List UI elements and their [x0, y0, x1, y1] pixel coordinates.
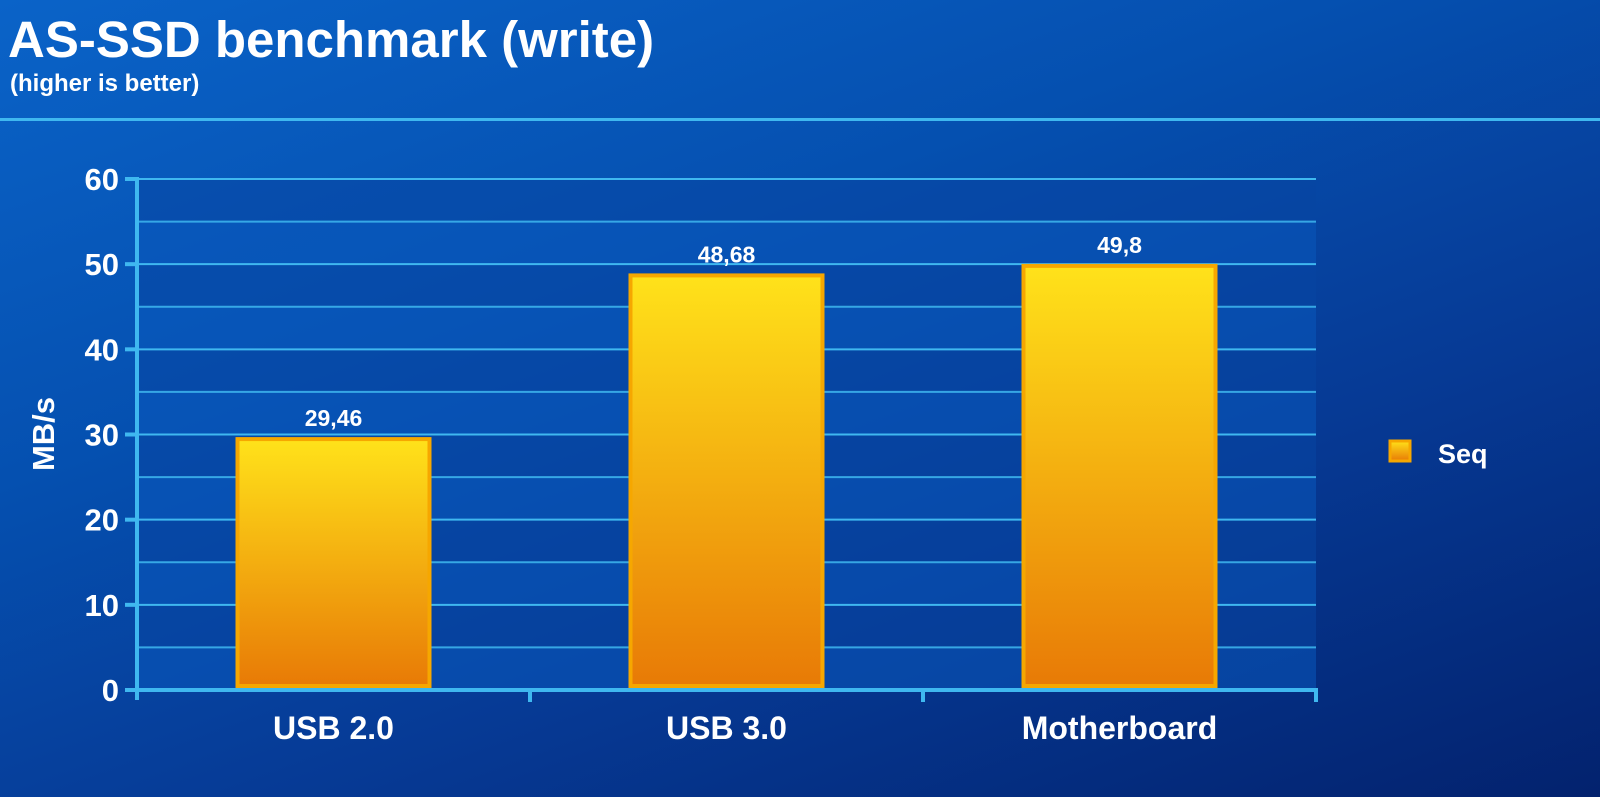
x-tick-label: USB 2.0 [273, 710, 394, 746]
y-tick-label: 10 [85, 588, 119, 623]
y-tick-label: 50 [85, 247, 119, 282]
data-label: 48,68 [698, 241, 756, 267]
chart-subtitle: (higher is better) [10, 70, 200, 97]
header-divider [0, 118, 1600, 121]
plot-band [137, 179, 1316, 222]
axes [125, 177, 1318, 702]
legend-swatch-seq [1388, 439, 1412, 463]
y-tick-label: 30 [85, 418, 119, 453]
legend: Seq [1388, 439, 1488, 469]
data-label: 29,46 [305, 405, 363, 431]
bar [1021, 263, 1218, 688]
y-tick-label: 0 [102, 673, 119, 708]
labels: 29,46 48,68 49,8 0 10 20 30 40 50 60 USB 2.0 USB 3.… [26, 162, 1217, 746]
x-tick-label: Motherboard [1022, 710, 1218, 746]
bar [628, 273, 825, 688]
y-tick-label: 60 [85, 162, 119, 197]
data-label: 49,8 [1097, 232, 1142, 258]
y-tick-label: 20 [85, 503, 119, 538]
chart-title: AS-SSD benchmark (write) [8, 11, 655, 68]
bar [235, 437, 432, 688]
legend-label-seq: Seq [1438, 439, 1488, 469]
x-tick-label: USB 3.0 [666, 710, 787, 746]
plot-band [137, 221, 1316, 265]
y-axis-label: MB/s [26, 397, 61, 471]
bars [235, 263, 1218, 688]
y-tick-label: 40 [85, 332, 119, 367]
